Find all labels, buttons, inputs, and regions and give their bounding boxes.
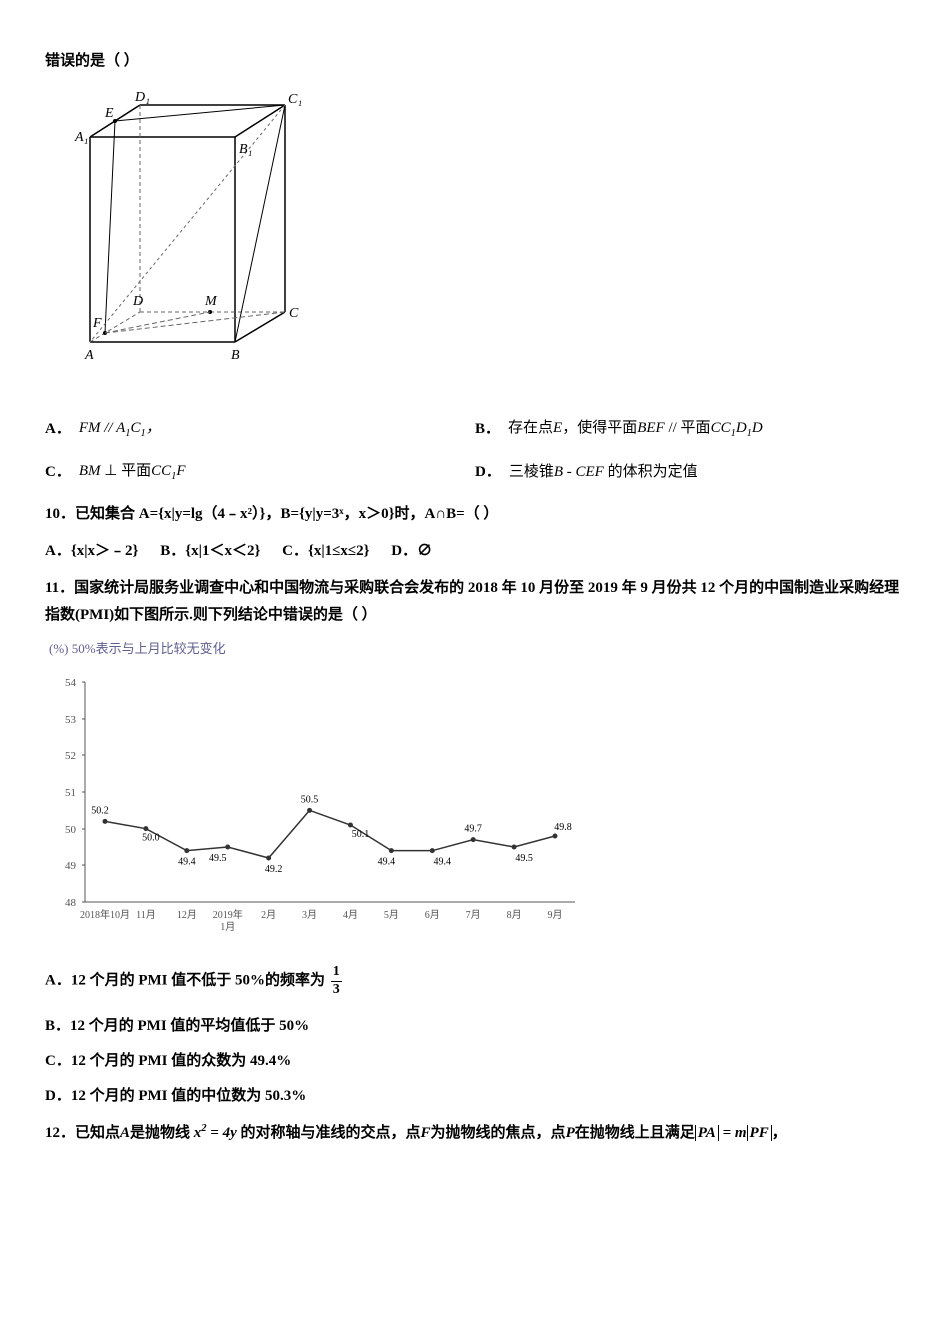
option-A-text: FM // A1C1，	[79, 415, 161, 444]
label-M: M	[204, 294, 218, 309]
svg-text:2月: 2月	[261, 909, 276, 921]
option-A: A． FM // A1C1，	[45, 415, 475, 444]
svg-text:1月: 1月	[220, 921, 235, 933]
stem-text: 错误的是（ ）	[45, 53, 139, 69]
option-C-plane: CC1F	[151, 463, 185, 479]
pmi-value-labels: 50.2 50.0 49.4 49.5 49.2 50.5 50.1 49.4 49.4 49.7…	[91, 795, 572, 876]
q10-opt-C: C．{x|1≤x≤2}	[282, 543, 369, 559]
svg-text:5月: 5月	[384, 909, 399, 921]
option-D-text: 三棱锥B - CEF 的体积为定值	[509, 459, 698, 486]
label-C: C	[289, 306, 299, 321]
option-C-label: C．	[45, 459, 71, 486]
svg-text:7月: 7月	[466, 909, 481, 921]
question-stem: 错误的是（ ）	[45, 48, 905, 75]
fraction-icon: 1 3	[331, 964, 342, 999]
label-A: A	[84, 348, 94, 363]
q11-opt-C: C．12 个月的 PMI 值的众数为 49.4%	[45, 1048, 905, 1075]
pmi-line-series	[103, 808, 558, 861]
label-D: D	[132, 294, 143, 309]
svg-text:8月: 8月	[507, 909, 522, 921]
label-F: F	[92, 316, 102, 331]
svg-text:51: 51	[65, 787, 76, 799]
option-C: C． BM ⊥ 平面CC1F	[45, 458, 475, 487]
svg-text:4月: 4月	[343, 909, 358, 921]
label-D1: D₁	[134, 90, 150, 105]
q11-stem: 11．国家统计局服务业调查中心和中国物流与采购联合会发布的 2018 年 10 …	[45, 575, 905, 629]
pmi-chart: 48 49 50 51 52 53 54 2018年10月 11月 12月 2019年…	[45, 662, 905, 952]
cube-svg: D₁ C₁ A₁ B₁ E D M C F A B	[45, 87, 305, 387]
svg-text:3月: 3月	[302, 909, 317, 921]
svg-text:48: 48	[65, 897, 77, 909]
q11-opt-B: B．12 个月的 PMI 值的平均值低于 50%	[45, 1013, 905, 1040]
q10-opt-D: D．∅	[391, 543, 432, 559]
option-B-plane2: CC1D1D	[711, 420, 763, 436]
svg-text:50.5: 50.5	[301, 795, 319, 806]
option-B-label: B．	[475, 416, 500, 443]
q12-eq: x2 = 4y	[190, 1125, 240, 1141]
svg-text:9月: 9月	[548, 909, 563, 921]
pmi-x-labels: 2018年10月 11月 12月 2019年1月 2月 3月 4月 5月 6月 7月 8月 9月	[80, 908, 563, 933]
svg-text:54: 54	[65, 677, 77, 689]
q12-stem: 12．已知点A是抛物线 x2 = 4y 的对称轴与准线的交点，点F为抛物线的焦点…	[45, 1120, 905, 1147]
svg-text:49: 49	[65, 860, 77, 872]
option-A-label: A．	[45, 416, 71, 443]
q10-opt-B: B．{x|1＜x＜2}	[160, 543, 260, 559]
option-D-label: D．	[475, 459, 501, 486]
svg-text:2018年10月: 2018年10月	[80, 908, 130, 921]
svg-text:12月: 12月	[177, 909, 197, 921]
svg-text:49.2: 49.2	[265, 864, 283, 875]
q11-opt-D: D．12 个月的 PMI 值的中位数为 50.3%	[45, 1083, 905, 1110]
svg-text:50.2: 50.2	[91, 806, 109, 817]
svg-text:50.1: 50.1	[352, 829, 370, 840]
y-ticks: 48 49 50 51 52 53 54	[65, 677, 85, 909]
abs-PF: PF	[747, 1125, 772, 1141]
pmi-chart-svg: 48 49 50 51 52 53 54 2018年10月 11月 12月 2019年…	[45, 662, 585, 942]
svg-text:49.5: 49.5	[515, 853, 533, 864]
abs-PA: PA	[695, 1125, 719, 1141]
label-A1: A₁	[74, 130, 88, 145]
svg-text:53: 53	[65, 714, 77, 726]
options-row-2: C． BM ⊥ 平面CC1F D． 三棱锥B - CEF 的体积为定值	[45, 458, 905, 487]
svg-text:49.5: 49.5	[209, 853, 227, 864]
cube-diagram: D₁ C₁ A₁ B₁ E D M C F A B	[45, 87, 905, 397]
label-B: B	[231, 348, 240, 363]
option-B: B． 存在点E，使得平面BEF // 平面CC1D1D	[475, 415, 905, 444]
label-B1: B₁	[239, 142, 252, 157]
svg-text:50.0: 50.0	[142, 833, 160, 844]
q10-options: A．{x|x＞﹣2} B．{x|1＜x＜2} C．{x|1≤x≤2} D．∅	[45, 538, 905, 565]
svg-text:49.7: 49.7	[464, 824, 482, 835]
svg-text:6月: 6月	[425, 909, 440, 921]
label-E: E	[104, 106, 114, 121]
svg-text:11月: 11月	[136, 909, 156, 921]
svg-text:49.4: 49.4	[434, 857, 452, 868]
svg-text:49.4: 49.4	[378, 857, 396, 868]
option-B-text: 存在点E，使得平面BEF // 平面CC1D1D	[508, 415, 763, 444]
q10-opt-A: A．{x|x＞﹣2}	[45, 543, 138, 559]
svg-text:49.8: 49.8	[554, 822, 572, 833]
q10-stem: 10．已知集合 A={x|y=lg（4﹣x²）}，B={y|y=3ˣ，x＞0}时…	[45, 501, 905, 528]
svg-text:50: 50	[65, 824, 77, 836]
svg-text:49.4: 49.4	[178, 857, 196, 868]
chart-caption: (%) 50%表示与上月比较无变化	[49, 637, 905, 660]
svg-text:2019年: 2019年	[213, 908, 243, 921]
label-C1: C₁	[288, 92, 302, 107]
q11-opt-A: A．12 个月的 PMI 值不低于 50%的频率为 1 3	[45, 964, 905, 999]
svg-text:52: 52	[65, 750, 76, 762]
option-D: D． 三棱锥B - CEF 的体积为定值	[475, 458, 905, 487]
options-row-1: A． FM // A1C1， B． 存在点E，使得平面BEF // 平面CC1D…	[45, 415, 905, 444]
option-C-text: BM ⊥ 平面CC1F	[79, 458, 186, 487]
